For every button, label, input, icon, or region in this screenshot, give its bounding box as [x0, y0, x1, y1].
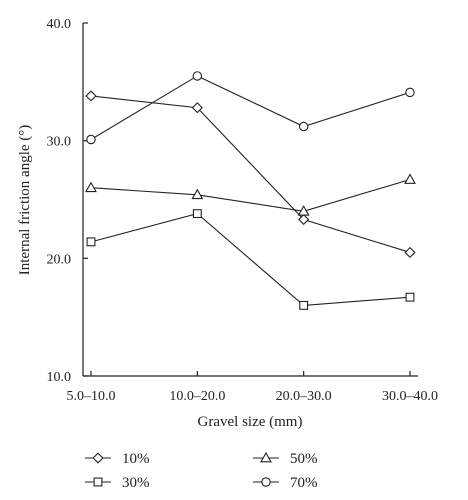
legend-marker-circle — [261, 477, 271, 487]
series-line-70pct — [90, 75, 411, 140]
data-point-70pct — [405, 87, 415, 98]
legend-marker-square — [93, 477, 103, 487]
series-10pct — [85, 90, 416, 259]
y-axis: 10.0 20.0 30.0 40.0 Internal friction angle… — [17, 17, 88, 385]
series-50pct — [85, 173, 416, 216]
data-point-10pct — [191, 102, 203, 114]
data-point-10pct — [404, 246, 416, 259]
x-tick-group: 5.0–10.0 10.0–20.0 20.0–30.0 30.0–40.0 — [67, 371, 438, 404]
data-point-30pct — [192, 209, 202, 219]
series-70pct — [86, 71, 415, 145]
series-30pct — [86, 209, 415, 310]
legend-item-50pct: 50% — [253, 451, 318, 467]
data-point-50pct — [191, 188, 204, 200]
legend-item-70pct: 70% — [253, 475, 318, 491]
data-point-50pct — [297, 205, 310, 216]
y-tick-group: 10.0 20.0 30.0 40.0 — [47, 17, 88, 385]
data-point-70pct — [86, 134, 96, 145]
y-axis-title: Internal friction angle (°) — [17, 125, 33, 276]
series-line-30pct — [90, 213, 411, 306]
legend-marker-diamond — [92, 452, 104, 464]
x-tick-label: 30.0–40.0 — [382, 389, 438, 404]
x-axis-title: Gravel size (mm) — [198, 414, 303, 430]
y-tick-label: 30.0 — [47, 135, 72, 150]
x-axis: 5.0–10.0 10.0–20.0 20.0–30.0 30.0–40.0 Grav… — [67, 371, 438, 430]
series-line-50pct — [90, 178, 411, 212]
data-point-30pct — [86, 237, 96, 247]
plot-area — [85, 71, 416, 310]
x-tick-label: 5.0–10.0 — [67, 389, 116, 404]
data-point-10pct — [85, 90, 97, 102]
y-tick-label: 40.0 — [47, 17, 72, 32]
x-tick-label: 20.0–30.0 — [276, 389, 332, 404]
legend-label: 10% — [122, 451, 150, 467]
data-point-30pct — [299, 300, 309, 310]
y-tick-label: 10.0 — [47, 370, 72, 385]
data-point-30pct — [405, 292, 415, 302]
y-tick-label: 20.0 — [47, 252, 72, 267]
series-line-10pct — [90, 95, 411, 253]
legend-marker-triangle — [260, 451, 272, 463]
data-point-50pct — [404, 173, 416, 184]
x-tick-label: 10.0–20.0 — [169, 389, 225, 404]
legend-label: 70% — [290, 475, 318, 491]
data-point-10pct — [298, 213, 310, 226]
legend: 10% 30% 50% 70% — [85, 451, 318, 491]
data-point-50pct — [85, 181, 97, 193]
data-point-70pct — [298, 121, 309, 132]
legend-label: 50% — [290, 451, 318, 467]
data-point-70pct — [192, 71, 203, 81]
legend-item-30pct: 30% — [85, 475, 150, 491]
legend-label: 30% — [122, 475, 150, 491]
legend-item-10pct: 10% — [85, 451, 150, 467]
